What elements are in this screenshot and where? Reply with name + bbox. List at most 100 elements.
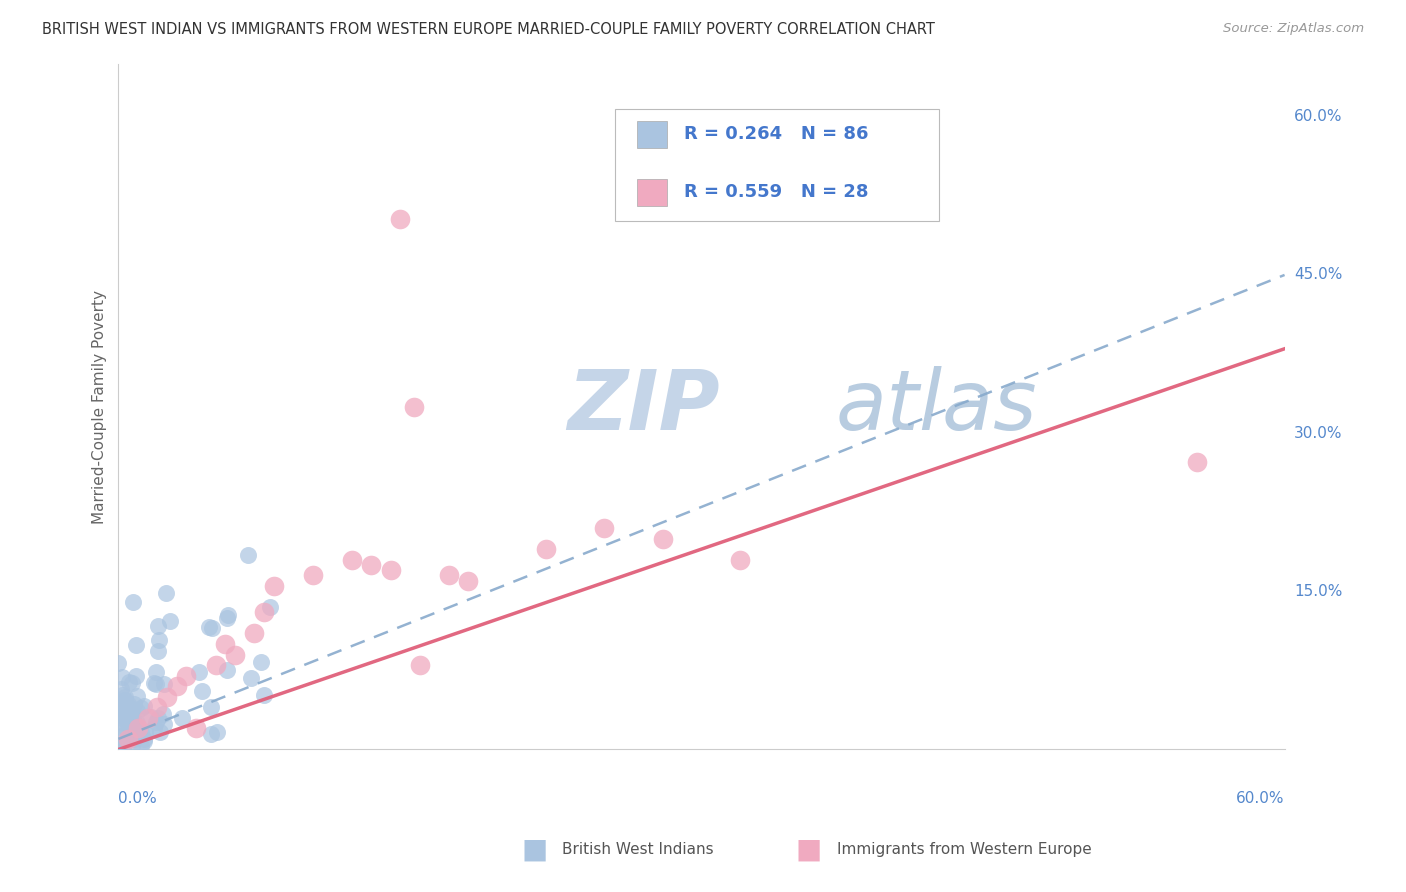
Point: [124, 731, 146, 745]
Point: [146, 644, 169, 658]
Point: [108, 720, 131, 734]
Point: [121, 730, 143, 744]
Point: [259, 600, 281, 615]
Point: [153, 717, 176, 731]
Point: [132, 731, 155, 746]
Point: [121, 675, 143, 690]
Text: BRITISH WEST INDIAN VS IMMIGRANTS FROM WESTERN EUROPE MARRIED-COUPLE FAMILY POVE: BRITISH WEST INDIAN VS IMMIGRANTS FROM W…: [42, 22, 935, 37]
Point: [152, 706, 174, 721]
Point: [156, 690, 179, 704]
Point: [134, 699, 156, 714]
Point: [117, 698, 139, 712]
Point: [139, 710, 162, 724]
Point: [155, 586, 177, 600]
Point: [107, 657, 129, 671]
Point: [111, 688, 134, 702]
Text: 60.0%: 60.0%: [1294, 110, 1343, 124]
Text: atlas: atlas: [835, 367, 1038, 447]
Point: [148, 633, 170, 648]
Text: ■: ■: [796, 835, 821, 863]
Point: [125, 723, 148, 738]
Point: [200, 727, 222, 741]
Point: [380, 563, 402, 577]
Point: [651, 532, 673, 546]
Point: [191, 683, 214, 698]
Point: [145, 677, 167, 691]
Text: Immigrants from Western Europe: Immigrants from Western Europe: [837, 842, 1091, 856]
Point: [122, 729, 145, 743]
Point: [166, 679, 188, 693]
Point: [127, 722, 149, 736]
Text: R = 0.559   N = 28: R = 0.559 N = 28: [685, 184, 869, 202]
Point: [217, 607, 239, 622]
Point: [145, 714, 167, 729]
Point: [117, 723, 139, 737]
Point: [125, 716, 148, 731]
Point: [224, 648, 246, 662]
Point: [136, 711, 159, 725]
Point: [124, 697, 146, 711]
Point: [118, 674, 141, 689]
Point: [114, 692, 136, 706]
Point: [301, 568, 323, 582]
Point: [240, 671, 263, 685]
Point: [215, 611, 238, 625]
Point: [120, 711, 142, 725]
Point: [110, 681, 132, 696]
Point: [121, 732, 143, 747]
Point: [340, 552, 363, 566]
Text: 0.0%: 0.0%: [118, 790, 157, 805]
Text: 15.0%: 15.0%: [1294, 583, 1343, 599]
Point: [121, 595, 143, 609]
Point: [112, 728, 135, 742]
Point: [149, 724, 172, 739]
Point: [243, 626, 266, 640]
Point: [409, 658, 432, 673]
Point: [253, 605, 276, 619]
Point: [115, 734, 138, 748]
Point: [114, 706, 136, 720]
Point: [108, 739, 131, 753]
Point: [204, 658, 226, 673]
Point: [205, 725, 228, 739]
Point: [217, 663, 239, 677]
Point: [120, 730, 142, 744]
Point: [170, 711, 193, 725]
Point: [120, 707, 142, 722]
Point: [129, 739, 152, 753]
Point: [129, 701, 152, 715]
Point: [1185, 454, 1208, 468]
Point: [145, 665, 167, 679]
Point: [117, 698, 139, 713]
Point: [134, 734, 156, 748]
Point: [117, 731, 139, 746]
Point: [159, 614, 181, 628]
Point: [112, 695, 135, 709]
Text: 30.0%: 30.0%: [1294, 425, 1343, 441]
Text: ZIP: ZIP: [568, 367, 720, 447]
Point: [114, 703, 136, 717]
Point: [249, 655, 271, 669]
Point: [125, 638, 148, 652]
Text: Source: ZipAtlas.com: Source: ZipAtlas.com: [1223, 22, 1364, 36]
Point: [389, 212, 412, 227]
Point: [143, 721, 166, 735]
Point: [200, 700, 222, 714]
Point: [111, 671, 134, 685]
Point: [176, 668, 198, 682]
Point: [188, 665, 211, 679]
Point: [201, 621, 224, 635]
Point: [125, 689, 148, 703]
Point: [146, 700, 169, 714]
Point: [125, 668, 148, 682]
Point: [125, 704, 148, 718]
Point: [214, 637, 236, 651]
Point: [127, 716, 149, 731]
Point: [121, 705, 143, 719]
Point: [186, 722, 208, 736]
Point: [148, 619, 170, 633]
Point: [110, 708, 132, 723]
Point: [263, 579, 285, 593]
Point: [236, 548, 259, 562]
Point: [114, 690, 136, 705]
